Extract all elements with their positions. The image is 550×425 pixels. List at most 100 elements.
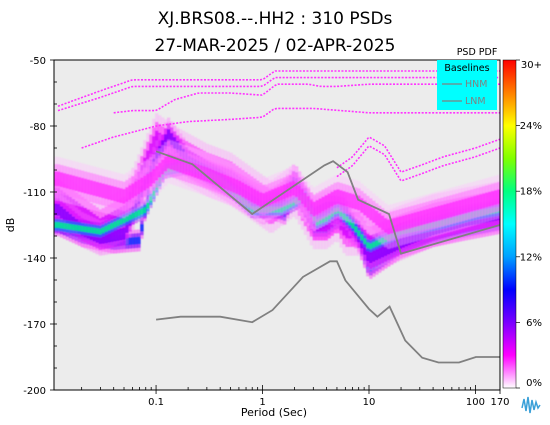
colorbar-tick-label: 0% <box>526 378 542 389</box>
density-cell <box>369 205 373 221</box>
density-cell <box>125 215 129 222</box>
density-cell <box>107 224 111 231</box>
density-cell <box>113 221 117 228</box>
density-cell <box>62 209 67 221</box>
density-cell <box>172 155 177 171</box>
density-cell <box>494 190 498 205</box>
density-cell <box>294 182 299 197</box>
density-cell <box>321 196 325 212</box>
density-cell <box>134 237 138 245</box>
density-cell <box>113 186 117 202</box>
density-cell <box>357 195 361 211</box>
density-cell <box>229 176 233 192</box>
density-cell <box>149 171 153 187</box>
density-cell <box>116 220 120 227</box>
density-cell <box>259 192 263 208</box>
density-cell <box>485 192 489 208</box>
density-cell <box>83 226 88 233</box>
density-cell <box>217 172 221 187</box>
density-cell <box>476 195 480 210</box>
sparse-psd-trace <box>113 83 500 114</box>
colorbar-tick-label: 6% <box>526 318 542 329</box>
density-cell <box>410 213 415 228</box>
density-cell <box>128 185 132 200</box>
density-cell <box>107 230 111 243</box>
density-cell <box>419 210 424 226</box>
density-cell <box>175 157 180 172</box>
density-cell <box>392 218 397 233</box>
density-cell <box>262 193 266 208</box>
colorbar-tick-label: 18% <box>520 187 542 198</box>
density-cell <box>366 249 370 262</box>
baseline-layer <box>155 150 500 364</box>
density-cell <box>128 214 132 221</box>
density-cell <box>470 196 474 212</box>
density-cell <box>375 240 379 247</box>
density-cell <box>101 227 105 234</box>
density-cell <box>137 210 141 216</box>
density-cell <box>119 228 123 241</box>
density-cell <box>434 206 438 222</box>
density-cell <box>86 179 91 195</box>
density-cell <box>250 187 254 203</box>
density-cell <box>143 207 147 214</box>
density-cell <box>86 226 91 233</box>
x-tick-label: 170 <box>490 397 509 408</box>
density-cell <box>80 225 85 232</box>
density-cell <box>220 173 224 188</box>
density-cell <box>125 187 129 202</box>
density-cell <box>116 229 120 241</box>
density-cell <box>62 173 67 188</box>
density-cell <box>398 216 403 232</box>
density-cell <box>324 195 328 210</box>
density-cell <box>107 185 111 200</box>
density-cell <box>378 247 382 259</box>
density-cell <box>387 219 391 235</box>
density-cell <box>131 212 135 219</box>
density-cell <box>369 243 373 250</box>
density-cell <box>348 219 352 226</box>
x-tick-label: 1 <box>259 397 265 408</box>
density-cell <box>104 225 108 232</box>
density-cell <box>187 161 192 176</box>
density-cell <box>268 190 272 206</box>
sparse-psd-trace <box>57 76 500 112</box>
density-cell <box>452 201 456 217</box>
density-cell <box>363 200 367 216</box>
density-cell <box>440 204 444 220</box>
density-cell <box>461 199 465 214</box>
density-cell <box>98 182 102 198</box>
density-cell <box>119 218 123 225</box>
density-cell <box>279 185 284 201</box>
density-cell <box>422 209 427 225</box>
density-cell <box>297 185 302 201</box>
density-cell <box>152 136 156 154</box>
legend-box <box>437 60 497 110</box>
baseline-lnm-line <box>155 260 500 364</box>
density-cell <box>65 173 70 189</box>
density-cell <box>431 207 435 223</box>
density-cell <box>488 191 492 207</box>
density-cell <box>65 223 70 230</box>
density-cell <box>354 226 358 233</box>
density-band <box>54 139 500 249</box>
density-cell <box>56 204 61 216</box>
colorbar <box>502 59 517 389</box>
density-cell <box>92 227 97 234</box>
y-tick-label: -80 <box>30 122 46 133</box>
density-cell <box>425 209 430 224</box>
sparse-psd-trace <box>336 136 500 173</box>
density-cell <box>190 162 195 177</box>
density-cell <box>134 181 138 197</box>
density-cell <box>223 174 227 190</box>
waveform-logo-icon <box>521 396 541 414</box>
density-cell <box>140 208 144 215</box>
density-cell <box>71 175 76 191</box>
chart-subtitle: 27-MAR-2025 / 02-APR-2025 <box>155 36 396 56</box>
density-cell <box>443 204 447 219</box>
density-cell <box>54 203 58 216</box>
density-cell <box>306 196 311 211</box>
density-cell <box>378 213 382 228</box>
x-tick-label: 0.1 <box>148 397 164 408</box>
